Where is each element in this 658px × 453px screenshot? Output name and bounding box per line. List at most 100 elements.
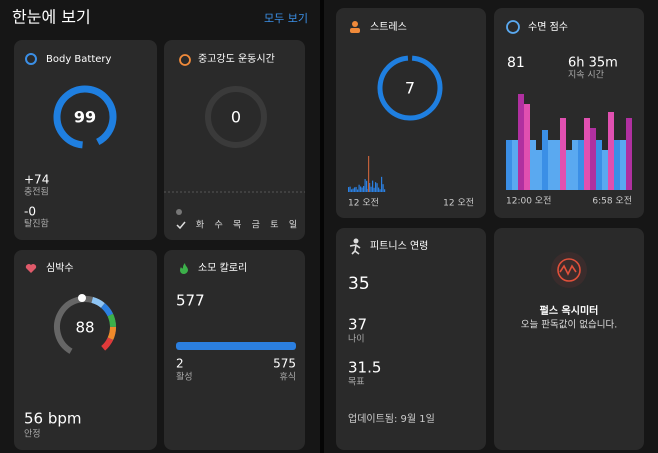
sleep-rem — [584, 118, 590, 190]
sleep-rem — [560, 118, 566, 190]
weekday: 일 — [289, 220, 297, 231]
charged: +74 — [24, 173, 49, 187]
sleep-rem — [524, 104, 530, 190]
duration-label: 지속 시간 — [568, 70, 604, 81]
stress-bar — [375, 182, 377, 192]
view-all[interactable]: 모두 보기 — [264, 12, 308, 25]
weekday: 금 — [252, 220, 260, 231]
sleep-light — [614, 140, 620, 190]
card-title: 소모 칼로리 — [198, 261, 247, 274]
target-label: 목표 — [348, 377, 365, 388]
sleep-light — [602, 150, 608, 190]
sleep-light — [572, 140, 578, 190]
sleep-light — [512, 140, 518, 190]
stress-bar — [361, 187, 363, 192]
stress-bar — [364, 179, 366, 192]
drained-label: 탈진함 — [24, 219, 49, 230]
sleep-rem — [608, 112, 614, 190]
value: 99 — [74, 108, 96, 127]
stress-bar — [358, 184, 360, 192]
active-label: 활성 — [176, 371, 193, 383]
weekday: 화 — [196, 220, 204, 231]
value: 0 — [231, 108, 241, 127]
drained: -0 — [24, 205, 36, 219]
pulse-ox-card[interactable]: 펄스 옥시미터 오늘 판독값이 없습니다. — [494, 228, 644, 450]
calorie-bar — [176, 342, 296, 350]
weekday: 목 — [233, 220, 241, 231]
start-label: 12:00 오전 — [506, 196, 551, 207]
active: 2 — [176, 357, 184, 371]
resting-label: 안정 — [24, 429, 41, 440]
value: 88 — [75, 319, 94, 337]
age: 37 — [348, 316, 367, 334]
stress-card[interactable]: 스트레스 7 12 오전 12 오전 — [336, 8, 486, 218]
resting-label: 휴식 — [279, 372, 296, 383]
card-title: 수면 점수 — [528, 21, 568, 33]
sleep-light — [554, 140, 560, 190]
card-title: 중고강도 운동시간 — [198, 53, 275, 65]
stress-bar — [373, 187, 375, 192]
updated: 업데이트됨: 9월 1일 — [348, 412, 435, 425]
stress-bar — [354, 187, 356, 192]
sleep-card[interactable]: 수면 점수 81 6h 35m 지속 시간 12:00 오전 6:58 오전 — [494, 8, 644, 218]
value: 7 — [405, 79, 415, 98]
stress-bar — [376, 183, 378, 192]
end-label: 12 오전 — [443, 198, 474, 209]
stress-bar — [384, 189, 386, 192]
stress-bar — [355, 186, 357, 192]
divider — [320, 0, 324, 453]
stress-bar — [357, 189, 359, 192]
score: 81 — [507, 55, 525, 71]
sleep-light — [536, 150, 542, 190]
resting: 575 — [273, 357, 296, 371]
heart-rate-card[interactable]: 심박수 88 56 bpm 안정 — [14, 250, 157, 450]
card-title: 스트레스 — [370, 21, 407, 33]
fitness-age-card[interactable]: 피트니스 연령 35 37 나이 31.5 목표 업데이트됨: 9월 1일 — [336, 228, 486, 450]
message: 오늘 판독값이 없습니다. — [521, 319, 617, 331]
sleep-rem — [518, 94, 524, 190]
stress-spike — [368, 156, 370, 192]
page-title: 한눈에 보기 — [12, 8, 91, 27]
card-title: 펄스 옥시미터 — [540, 304, 599, 317]
stress-bar — [378, 187, 380, 192]
stress-bar — [348, 187, 350, 192]
stress-bar — [369, 183, 371, 192]
sleep-light — [620, 140, 626, 190]
card-title: 피트니스 연령 — [370, 240, 428, 252]
stress-bar — [382, 184, 384, 192]
stress-bar — [366, 180, 368, 192]
sleep-light — [596, 140, 602, 190]
target: 31.5 — [348, 359, 381, 377]
start-label: 12 오전 — [348, 198, 379, 209]
calories-card[interactable]: 소모 칼로리 577 2 활성 575 휴식 — [164, 250, 305, 450]
total: 577 — [176, 292, 205, 310]
weekday: 토 — [270, 221, 278, 231]
resting: 56 bpm — [24, 410, 82, 428]
sleep-light — [566, 150, 572, 190]
stress-bar — [381, 176, 383, 192]
stress-bar — [379, 189, 381, 192]
sleep-light — [530, 140, 536, 190]
sleep-light — [578, 140, 584, 190]
end-label: 6:58 오전 — [592, 196, 632, 207]
stress-bar — [352, 188, 354, 192]
duration: 6h 35m — [568, 56, 618, 71]
sleep-light — [506, 140, 512, 190]
value: 35 — [348, 274, 370, 294]
weekday: 수 — [214, 220, 222, 231]
charged-label: 충전됨 — [24, 186, 49, 198]
sleep-light — [548, 140, 554, 190]
stress-bar — [360, 186, 362, 192]
stress-bar — [370, 186, 372, 192]
stress-bar — [349, 186, 351, 192]
card-title: Body Battery — [46, 54, 112, 65]
stress-bar — [363, 186, 365, 192]
body-battery-card[interactable]: Body Battery 99 +74 충전됨 -0 탈진함 — [14, 40, 157, 240]
stress-bar — [351, 189, 353, 192]
sleep-light — [542, 130, 548, 190]
card-title: 심박수 — [46, 262, 74, 274]
sleep-rem — [626, 118, 632, 190]
stress-bar — [372, 180, 374, 192]
